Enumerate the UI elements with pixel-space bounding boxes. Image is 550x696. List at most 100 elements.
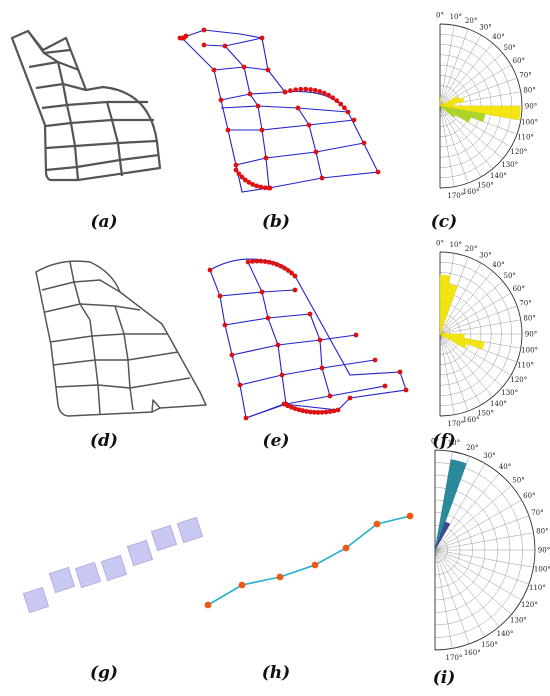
caption-g: (g) — [74, 663, 134, 683]
boundary-node — [322, 91, 327, 96]
polar-tick-label: 40° — [492, 261, 504, 269]
mesh-node — [362, 141, 367, 146]
polar-tick-label: 70° — [519, 71, 531, 79]
boundary-node — [268, 186, 273, 191]
mesh-node — [212, 68, 217, 73]
mesh-node — [260, 36, 265, 41]
polar-tick-label: 50° — [503, 44, 515, 52]
polar-tick-label: 60° — [523, 492, 535, 500]
mesh-e-edge — [240, 360, 375, 385]
polar-tick-label: 10° — [450, 241, 462, 249]
mesh-node — [242, 65, 247, 70]
square-cell — [23, 587, 48, 612]
mesh-node — [404, 388, 409, 393]
mesh-node — [398, 370, 403, 375]
mesh-a-line — [28, 31, 70, 53]
path-node — [205, 602, 212, 609]
mesh-d-line — [50, 334, 167, 342]
path-line — [208, 516, 410, 605]
square-cell — [101, 555, 126, 580]
mesh-d-line — [90, 320, 100, 414]
mesh-node — [260, 290, 265, 295]
mesh-node — [248, 92, 253, 97]
boundary-node — [283, 90, 288, 95]
polar-tick-label: 40° — [499, 463, 511, 471]
mesh-b-edge — [236, 143, 364, 165]
square-cell — [127, 540, 152, 565]
polar-tick-label: 170° — [447, 192, 464, 200]
boundary-node — [288, 88, 293, 93]
boundary-node — [342, 105, 347, 110]
mesh-node — [256, 104, 261, 109]
rose-chart-f: 0°10°20°30°40°50°60°70°80°90°100°110°120… — [436, 240, 538, 429]
rose-chart-c: 0°10°20°30°40°50°60°70°80°90°100°110°120… — [436, 12, 538, 201]
mesh-node — [383, 384, 388, 389]
caption-i: (i) — [414, 668, 474, 688]
polar-tick-label: 20° — [465, 17, 477, 25]
caption-d: (d) — [74, 431, 134, 451]
mesh-node — [223, 44, 228, 49]
caption-a: (a) — [74, 212, 134, 232]
boundary-node — [313, 88, 318, 93]
mesh-node — [280, 373, 285, 378]
mesh-d-line — [70, 262, 90, 320]
polar-tick-label: 80° — [536, 528, 548, 536]
panel-d-outline-mesh — [36, 261, 206, 416]
polar-tick-label: 80° — [523, 87, 535, 95]
square-cell — [177, 517, 202, 542]
mesh-node — [320, 366, 325, 371]
boundary-node — [184, 34, 189, 39]
mesh-d-line — [53, 352, 178, 365]
mesh-node — [348, 396, 353, 401]
boundary-node — [293, 87, 298, 92]
mesh-e-edge — [310, 314, 330, 396]
path-node — [312, 562, 319, 569]
polar-tick-label: 130° — [510, 617, 527, 625]
boundary-node — [263, 259, 268, 264]
polar-tick-label: 60° — [513, 57, 525, 65]
mesh-node — [223, 323, 228, 328]
mesh-node — [373, 358, 378, 363]
square-cell — [151, 525, 176, 550]
polar-tick-label: 110° — [529, 584, 546, 592]
mesh-e-edge — [210, 259, 406, 418]
caption-e: (e) — [246, 431, 306, 451]
square-cell — [75, 562, 100, 587]
mesh-b-edge — [298, 108, 322, 178]
boundary-node — [263, 185, 268, 190]
mesh-node — [328, 394, 333, 399]
polar-tick-label: 160° — [463, 188, 480, 196]
path-node — [343, 545, 350, 552]
boundary-node — [246, 260, 251, 265]
mesh-node — [296, 106, 301, 111]
mesh-node — [202, 28, 207, 33]
mesh-node — [218, 294, 223, 299]
polar-tick-label: 170° — [445, 654, 462, 662]
mesh-b-edge — [221, 106, 348, 112]
mesh-d-boundary — [36, 261, 206, 416]
boundary-node — [326, 93, 331, 98]
polar-tick-label: 100° — [521, 346, 538, 354]
polar-tick-label: 90° — [538, 547, 550, 555]
mesh-node — [354, 333, 359, 338]
polar-tick-label: 130° — [501, 161, 518, 169]
mesh-node — [238, 383, 243, 388]
mesh-a-line — [42, 102, 148, 108]
mesh-node — [293, 288, 298, 293]
mesh-node — [352, 118, 357, 123]
polar-tick-label: 140° — [490, 400, 507, 408]
polar-tick-label: 160° — [463, 416, 480, 424]
mesh-node — [208, 268, 213, 273]
mesh-a-line — [29, 62, 79, 70]
mesh-node — [307, 123, 312, 128]
mesh-e-edge — [220, 290, 295, 296]
mesh-node — [264, 156, 269, 161]
polar-tick-label: 30° — [483, 452, 495, 460]
polar-tick-label: 140° — [497, 630, 514, 638]
mesh-node — [202, 43, 207, 48]
boundary-node — [334, 98, 339, 103]
mesh-a-line — [46, 120, 154, 126]
polar-tick-label: 120° — [510, 148, 527, 156]
polar-tick-label: 50° — [503, 272, 515, 280]
